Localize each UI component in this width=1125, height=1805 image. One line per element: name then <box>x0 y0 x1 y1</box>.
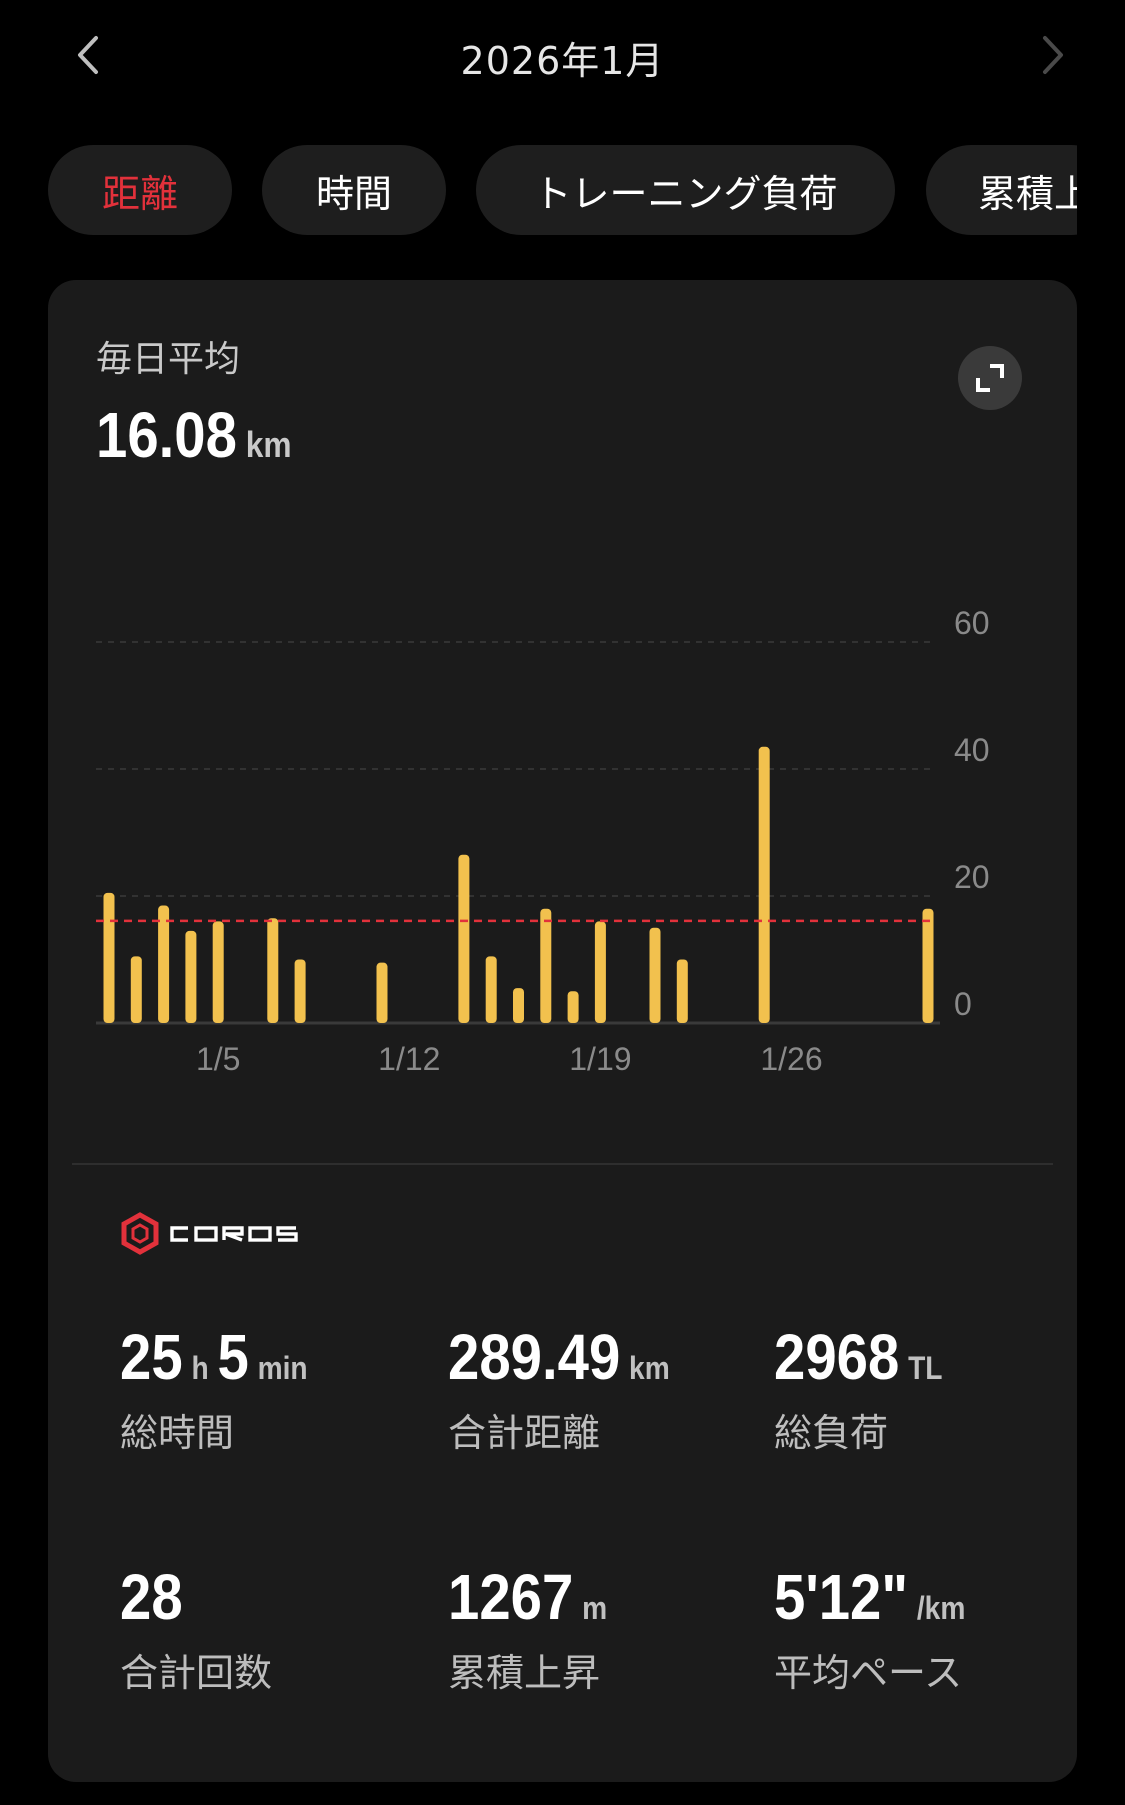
stat-total-distance-unit: km <box>629 1350 670 1386</box>
stat-total-time-minutes: 5 <box>217 1321 249 1393</box>
stat-average-pace: 5'12"/km 平均ペース <box>774 1560 1074 1697</box>
stat-total-load-value: 2968 <box>774 1321 900 1393</box>
daily-average-unit: km <box>245 424 292 465</box>
daily-average-value: 16.08 km <box>96 398 292 472</box>
chart-bar <box>513 988 524 1023</box>
stat-total-time-hours-unit: h <box>191 1350 209 1386</box>
metric-tabs: 距離 時間 トレーニング負荷 累積上 <box>48 145 1077 235</box>
stat-average-pace-unit: /km <box>916 1590 966 1626</box>
y-tick-label: 60 <box>954 605 990 641</box>
stat-average-pace-label: 平均ペース <box>774 1651 963 1695</box>
tab-elevation-gain[interactable]: 累積上 <box>926 145 1077 235</box>
stat-total-load: 2968 TL 総負荷 <box>774 1320 1074 1457</box>
stat-total-time-hours: 25 <box>120 1321 183 1393</box>
chart-bar <box>758 746 770 1023</box>
stat-total-time: 25 h 5 min 総時間 <box>120 1320 420 1457</box>
chevron-right-icon[interactable] <box>1025 30 1075 80</box>
y-tick-label: 20 <box>954 859 990 895</box>
chart-bar <box>922 908 934 1023</box>
header-bar: 2026年1月 <box>0 0 1125 110</box>
chart-bar <box>158 905 170 1023</box>
chart-bar <box>294 959 306 1023</box>
stat-average-pace-value: 5'12" <box>774 1561 909 1633</box>
x-tick-label: 1/26 <box>760 1041 822 1077</box>
distance-bar-chart: 0 20 40 60 1/5 1/12 1/19 1/26 <box>96 605 990 1077</box>
stat-elevation-gain: 1267 m 累積上昇 <box>448 1560 748 1697</box>
tab-distance[interactable]: 距離 <box>48 145 232 235</box>
divider <box>72 1163 1053 1165</box>
month-title: 2026年1月 <box>460 39 665 83</box>
coros-logo <box>118 1210 318 1260</box>
chart-bar <box>649 927 661 1023</box>
x-tick-label: 1/5 <box>196 1041 240 1077</box>
stat-total-distance-label: 合計距離 <box>448 1411 601 1455</box>
stat-elevation-gain-label: 累積上昇 <box>448 1651 601 1695</box>
chart-bar <box>676 959 688 1023</box>
chart-bar <box>485 956 497 1023</box>
stat-total-count: 28 合計回数 <box>120 1560 420 1697</box>
chart-bar <box>267 918 279 1023</box>
stat-elevation-gain-unit: m <box>582 1590 608 1626</box>
chart-bar <box>594 921 606 1023</box>
tab-time[interactable]: 時間 <box>262 145 446 235</box>
expand-icon[interactable] <box>958 346 1022 410</box>
stat-total-load-unit: TL <box>908 1350 943 1386</box>
chart-bar <box>185 930 197 1023</box>
stat-total-count-value: 28 <box>120 1561 183 1633</box>
stat-total-load-label: 総負荷 <box>774 1411 889 1455</box>
tab-training-load[interactable]: トレーニング負荷 <box>476 145 895 235</box>
stat-total-time-minutes-unit: min <box>257 1350 308 1386</box>
daily-average-number: 16.08 <box>96 399 237 471</box>
chart-bar <box>458 854 470 1023</box>
chart-bar <box>130 956 142 1023</box>
y-tick-label: 40 <box>954 732 990 768</box>
chart-bar <box>567 991 579 1023</box>
stats-card: 毎日平均 16.08 km 0 20 40 60 1/5 1/12 1/19 1/26 25 h 5… <box>48 280 1077 1782</box>
chevron-left-icon[interactable] <box>66 30 116 80</box>
daily-average-label: 毎日平均 <box>96 339 241 380</box>
chart-bar <box>376 962 388 1023</box>
stat-total-count-label: 合計回数 <box>120 1651 273 1695</box>
x-tick-label: 1/12 <box>378 1041 440 1077</box>
chart-bar <box>540 908 552 1023</box>
stat-total-distance-value: 289.49 <box>448 1321 621 1393</box>
chart-bar <box>103 892 115 1023</box>
stat-total-distance: 289.49 km 合計距離 <box>448 1320 748 1457</box>
y-tick-label: 0 <box>954 986 972 1022</box>
stat-elevation-gain-value: 1267 <box>448 1561 574 1633</box>
x-tick-label: 1/19 <box>569 1041 631 1077</box>
stat-total-time-label: 総時間 <box>120 1411 235 1455</box>
chart-bar <box>212 921 224 1023</box>
